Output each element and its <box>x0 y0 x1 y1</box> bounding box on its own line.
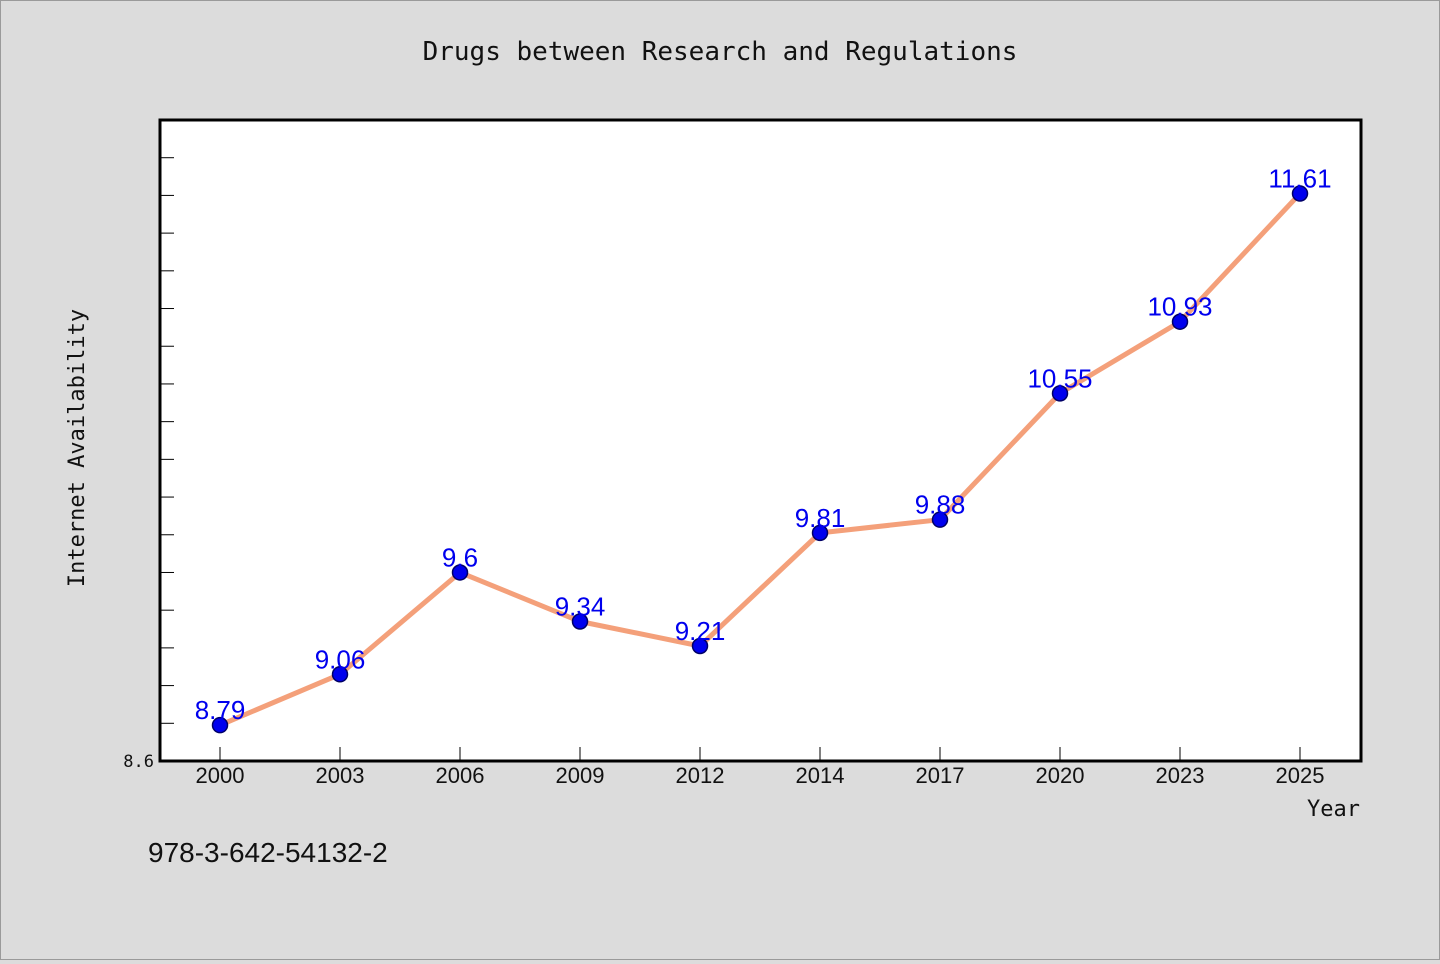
y-axis-ticks <box>160 157 174 724</box>
x-tick-label: 2014 <box>796 763 845 788</box>
x-tick-label: 2012 <box>676 763 725 788</box>
data-point <box>451 564 469 581</box>
data-point <box>571 613 589 630</box>
x-tick-label: 2000 <box>196 763 245 788</box>
data-point <box>331 666 349 683</box>
data-label: 9.81 <box>795 503 846 533</box>
series-group: 8.79 9.06 9.6 9.34 9.21 9.81 9.88 10.55 10.93 11.… <box>195 164 1332 734</box>
x-tick-label: 2023 <box>1156 763 1205 788</box>
x-tick-label: 2003 <box>316 763 365 788</box>
data-label: 9.21 <box>675 616 726 646</box>
data-point <box>1171 313 1189 330</box>
data-label: 8.79 <box>195 695 246 725</box>
data-point <box>811 524 829 542</box>
x-axis-label: Year <box>1307 797 1360 822</box>
x-tick-label: 2009 <box>556 763 605 788</box>
data-label: 9.34 <box>555 591 606 621</box>
y-tick-label: 8.6 <box>123 752 154 772</box>
y-axis-tick-labels: 8.6 <box>123 752 154 772</box>
series-line <box>217 191 1303 728</box>
data-label: 9.88 <box>915 490 966 520</box>
isbn-label: 978-3-642-54132-2 <box>148 837 388 868</box>
data-label: 9.6 <box>442 542 478 572</box>
data-point <box>931 511 949 528</box>
data-point <box>1051 385 1069 402</box>
data-label: 10.93 <box>1147 292 1212 322</box>
x-axis-tick-labels: 2000 2003 2006 2009 2012 2014 2017 2020 2023 2025 <box>196 763 1325 788</box>
data-label: 9.06 <box>315 644 366 674</box>
x-tick-label: 2017 <box>916 763 965 788</box>
x-axis-ticks <box>219 747 1301 761</box>
x-tick-label: 2020 <box>1036 763 1085 788</box>
data-point <box>1291 185 1309 202</box>
chart-title: Drugs between Research and Regulations <box>423 37 1018 67</box>
x-tick-label: 2006 <box>436 763 485 788</box>
data-point <box>691 637 709 655</box>
data-label: 10.55 <box>1027 363 1092 393</box>
y-axis-label: Internet Availability <box>65 309 90 587</box>
data-point <box>211 716 229 734</box>
data-label: 11.61 <box>1268 164 1331 194</box>
x-tick-label: 2025 <box>1276 763 1325 788</box>
